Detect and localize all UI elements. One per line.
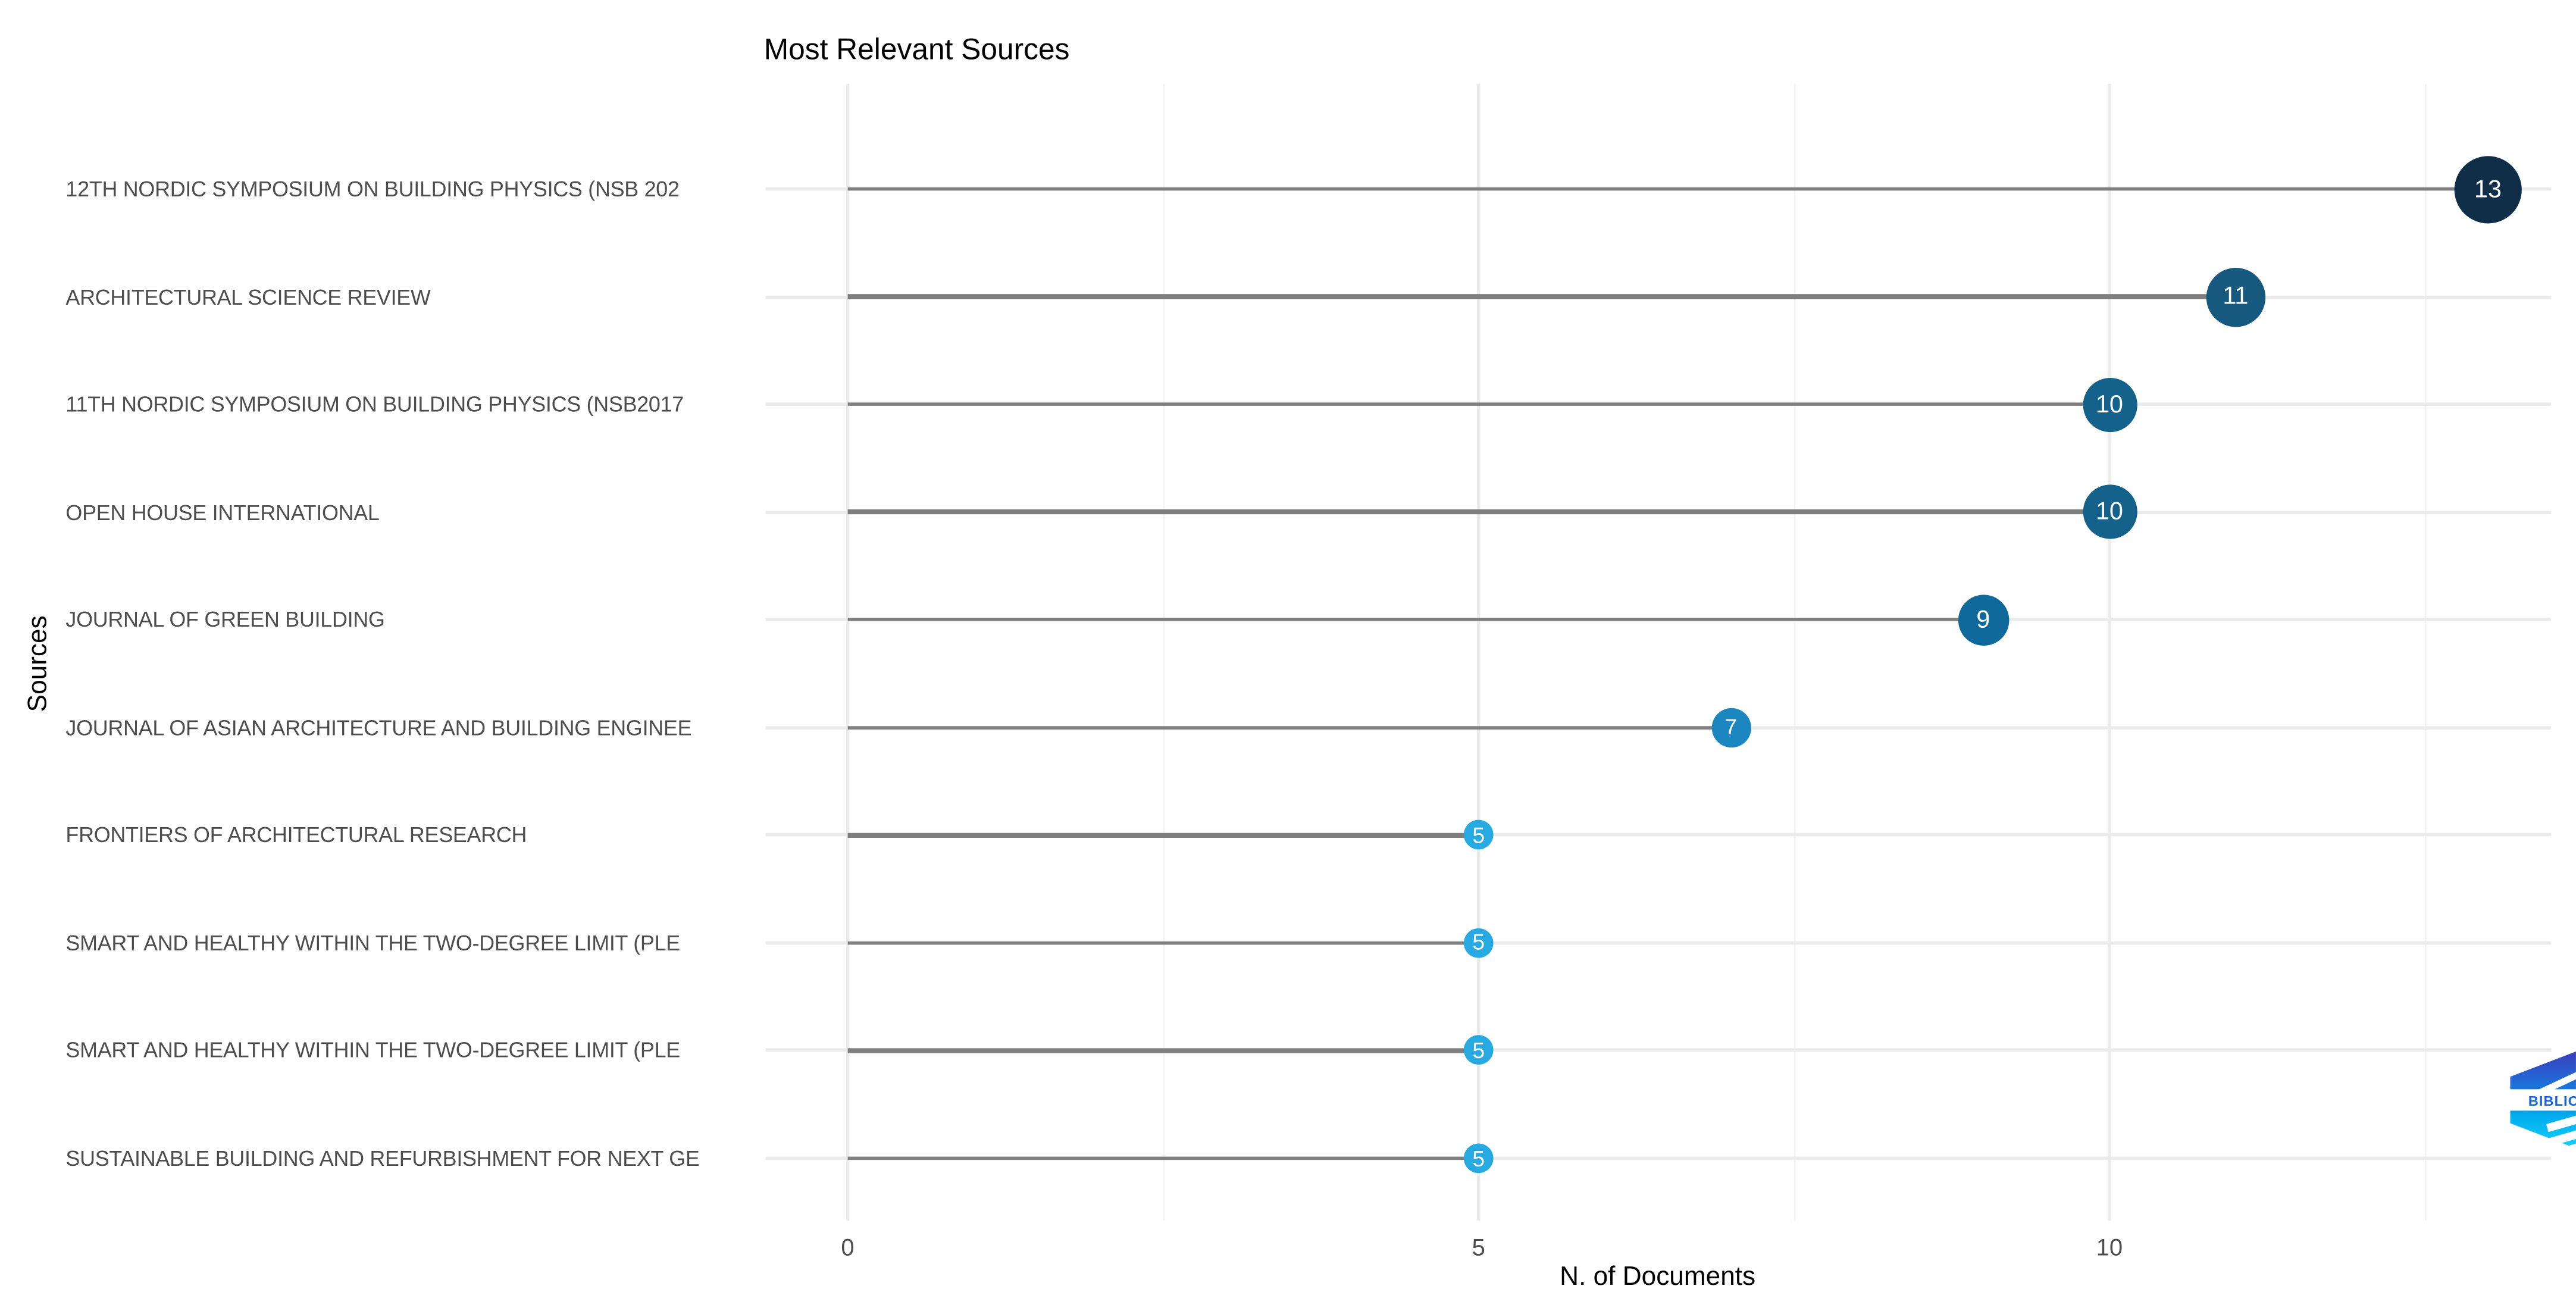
dot-value-label: 10 — [2095, 390, 2123, 418]
chart-title: Most Relevant Sources — [763, 33, 1070, 66]
lollipop-stem — [847, 618, 1983, 622]
lollipop-dot: 5 — [1463, 820, 1494, 850]
row-gridline — [765, 1049, 2552, 1053]
gridline-v-minor — [1162, 83, 1165, 1221]
dot-value-label: 11 — [2223, 282, 2249, 311]
gridline-v-major — [846, 83, 850, 1221]
x-tick-label: 5 — [1472, 1235, 1485, 1262]
gridline-v-major — [2108, 83, 2111, 1221]
lollipop-dot: 11 — [2206, 267, 2265, 327]
lollipop-stem — [847, 1048, 1479, 1053]
category-label: SMART AND HEALTHY WITHIN THE TWO-DEGREE … — [65, 930, 680, 956]
category-label: OPEN HOUSE INTERNATIONAL — [65, 499, 380, 525]
category-label: ARCHITECTURAL SCIENCE REVIEW — [65, 284, 431, 309]
lollipop-stem — [847, 295, 2236, 299]
x-tick-label: 0 — [841, 1235, 855, 1262]
lollipop-stem — [847, 402, 2109, 406]
logo-text-band: BIBLIO — [2510, 1089, 2576, 1111]
category-label: JOURNAL OF GREEN BUILDING — [65, 607, 385, 633]
category-label: 11TH NORDIC SYMPOSIUM ON BUILDING PHYSIC… — [65, 392, 684, 417]
gridline-v-minor — [1793, 83, 1795, 1221]
row-gridline — [765, 1156, 2552, 1160]
category-label: SUSTAINABLE BUILDING AND REFURBISHMENT F… — [65, 1146, 700, 1171]
dot-value-label: 5 — [1472, 1038, 1485, 1063]
category-label: JOURNAL OF ASIAN ARCHITECTURE AND BUILDI… — [65, 715, 692, 740]
x-axis-title: N. of Documents — [1560, 1263, 1756, 1291]
lollipop-stem — [847, 833, 1479, 837]
category-label: FRONTIERS OF ARCHITECTURAL RESEARCH — [65, 822, 527, 848]
dot-value-label: 5 — [1472, 1146, 1485, 1171]
lollipop-stem — [847, 725, 1731, 730]
bibliometrix-logo: BIBLIO — [2505, 1046, 2576, 1154]
dot-value-label: 9 — [1976, 606, 1990, 634]
y-axis-title: Sources — [24, 615, 53, 712]
dot-value-label: 13 — [2474, 175, 2502, 203]
dot-value-label: 7 — [1724, 715, 1738, 740]
row-gridline — [765, 833, 2552, 837]
lollipop-dot: 7 — [1711, 708, 1751, 747]
gridline-v-minor — [2424, 83, 2426, 1221]
dot-value-label: 5 — [1472, 930, 1485, 956]
lollipop-dot: 5 — [1463, 928, 1494, 958]
x-tick-label: 10 — [2096, 1235, 2123, 1262]
lollipop-dot: 5 — [1463, 1035, 1494, 1066]
category-label: 12TH NORDIC SYMPOSIUM ON BUILDING PHYSIC… — [65, 176, 680, 202]
lollipop-dot: 5 — [1463, 1143, 1494, 1174]
lollipop-stem — [847, 187, 2488, 191]
lollipop-dot: 10 — [2082, 377, 2137, 432]
dot-value-label: 10 — [2095, 498, 2123, 526]
gridline-v-major — [1476, 83, 1481, 1221]
logo-hexagon: BIBLIO — [2510, 1051, 2576, 1149]
plot-panel: 13 11 10 10 9 7 5 5 5 5 — [765, 83, 2552, 1221]
row-gridline — [765, 941, 2552, 945]
logo-text: BIBLIO — [2528, 1091, 2576, 1109]
lollipop-dot: 13 — [2454, 155, 2522, 223]
lollipop-stem — [847, 940, 1479, 945]
lollipop-dot: 10 — [2082, 484, 2137, 540]
category-label: SMART AND HEALTHY WITHIN THE TWO-DEGREE … — [65, 1038, 680, 1063]
lollipop-stem — [847, 1156, 1479, 1160]
lollipop-dot: 9 — [1958, 594, 2009, 646]
dot-value-label: 5 — [1472, 822, 1485, 848]
lollipop-stem — [847, 510, 2109, 514]
logo-stripe — [2546, 1110, 2576, 1132]
